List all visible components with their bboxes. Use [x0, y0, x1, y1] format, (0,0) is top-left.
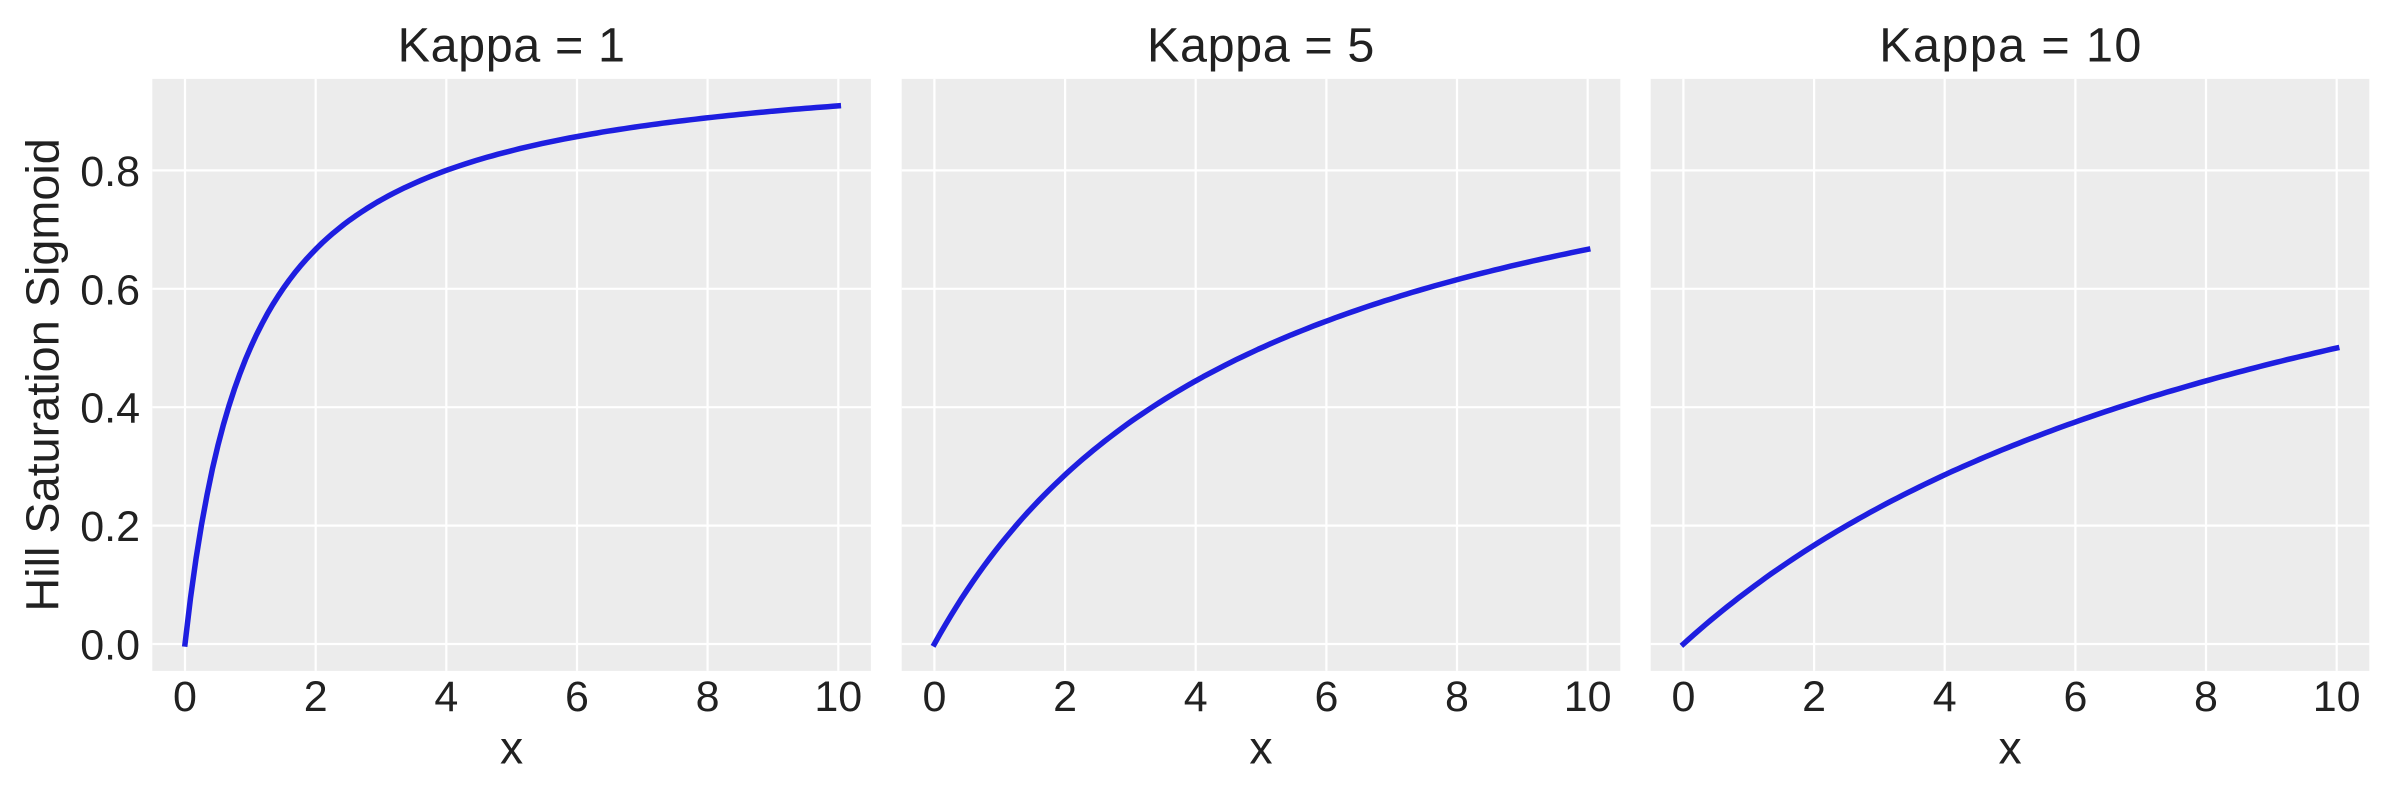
svg-text:0.8: 0.8 [80, 148, 140, 196]
svg-text:4: 4 [434, 673, 458, 721]
svg-text:10: 10 [2313, 673, 2361, 721]
svg-text:0: 0 [922, 673, 946, 721]
svg-text:0: 0 [173, 673, 197, 721]
svg-text:Kappa = 10: Kappa = 10 [1879, 19, 2142, 73]
svg-text:8: 8 [1445, 673, 1469, 721]
svg-text:8: 8 [2194, 673, 2218, 721]
svg-text:x: x [500, 722, 523, 774]
svg-text:10: 10 [814, 673, 862, 721]
svg-text:0: 0 [1671, 673, 1695, 721]
svg-text:6: 6 [1314, 673, 1338, 721]
svg-text:8: 8 [696, 673, 720, 721]
svg-text:4: 4 [1184, 673, 1208, 721]
svg-text:x: x [1249, 722, 1272, 774]
svg-text:0.0: 0.0 [80, 622, 140, 670]
svg-text:Hill Saturation Sigmoid: Hill Saturation Sigmoid [16, 138, 68, 611]
svg-text:Kappa = 5: Kappa = 5 [1147, 19, 1375, 73]
svg-text:6: 6 [2063, 673, 2087, 721]
svg-text:10: 10 [1564, 673, 1612, 721]
svg-text:2: 2 [304, 673, 328, 721]
svg-text:0.2: 0.2 [80, 503, 140, 551]
svg-text:6: 6 [565, 673, 589, 721]
svg-text:x: x [1999, 722, 2022, 774]
svg-text:4: 4 [1933, 673, 1957, 721]
svg-text:2: 2 [1053, 673, 1077, 721]
svg-text:Kappa = 1: Kappa = 1 [398, 19, 626, 73]
svg-text:2: 2 [1802, 673, 1826, 721]
svg-text:0.4: 0.4 [80, 385, 140, 433]
svg-text:0.6: 0.6 [80, 266, 140, 314]
